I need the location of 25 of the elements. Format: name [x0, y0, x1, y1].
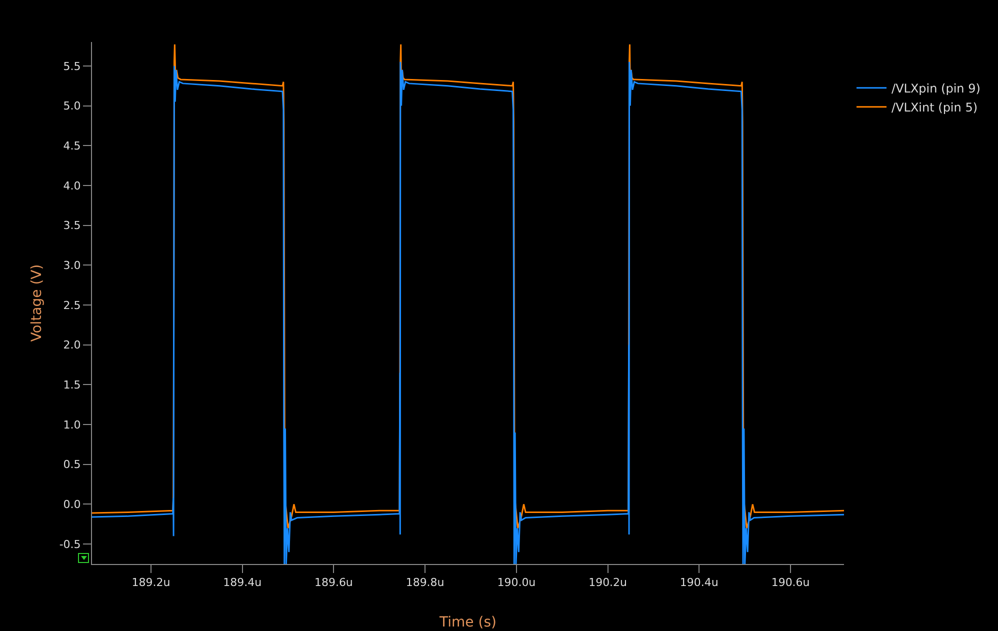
y-tick-label: 5.5 [63, 60, 81, 73]
y-tick-label: 1.5 [63, 378, 81, 392]
y-tick-label: 3.5 [63, 219, 81, 232]
x-tick-label: 189.8u [406, 576, 444, 590]
x-axis-title: Time (s) [438, 614, 496, 630]
y-tick-label: 3.0 [63, 259, 81, 272]
y-tick-label: 2.5 [63, 298, 81, 312]
y-tick-label: 4.0 [63, 179, 81, 192]
x-tick-label: 190.2u [588, 576, 628, 590]
x-tick-label: 190.4u [680, 576, 718, 590]
y-axis-title: Voltage (V) [28, 264, 45, 342]
y-tick-label: 2.0 [63, 338, 81, 352]
x-tick-label: 189.2u [132, 576, 170, 590]
x-tick-label: 190.0u [497, 576, 536, 590]
x-tick-label: 189.4u [223, 576, 262, 590]
legend-label: /VLXint (pin 5) [892, 100, 978, 114]
x-tick-label: 189.6u [314, 576, 353, 590]
x-tick-label: 190.6u [771, 576, 810, 590]
y-tick-label: 5.0 [63, 100, 81, 113]
y-tick-label: 0.5 [63, 458, 81, 472]
y-tick-label: -0.5 [59, 538, 81, 551]
legend-label: /VLXpin (pin 9) [892, 82, 980, 96]
y-tick-label: 1.0 [63, 418, 81, 432]
y-tick-label: 0.0 [63, 498, 81, 512]
y-tick-label: 4.5 [63, 139, 81, 152]
